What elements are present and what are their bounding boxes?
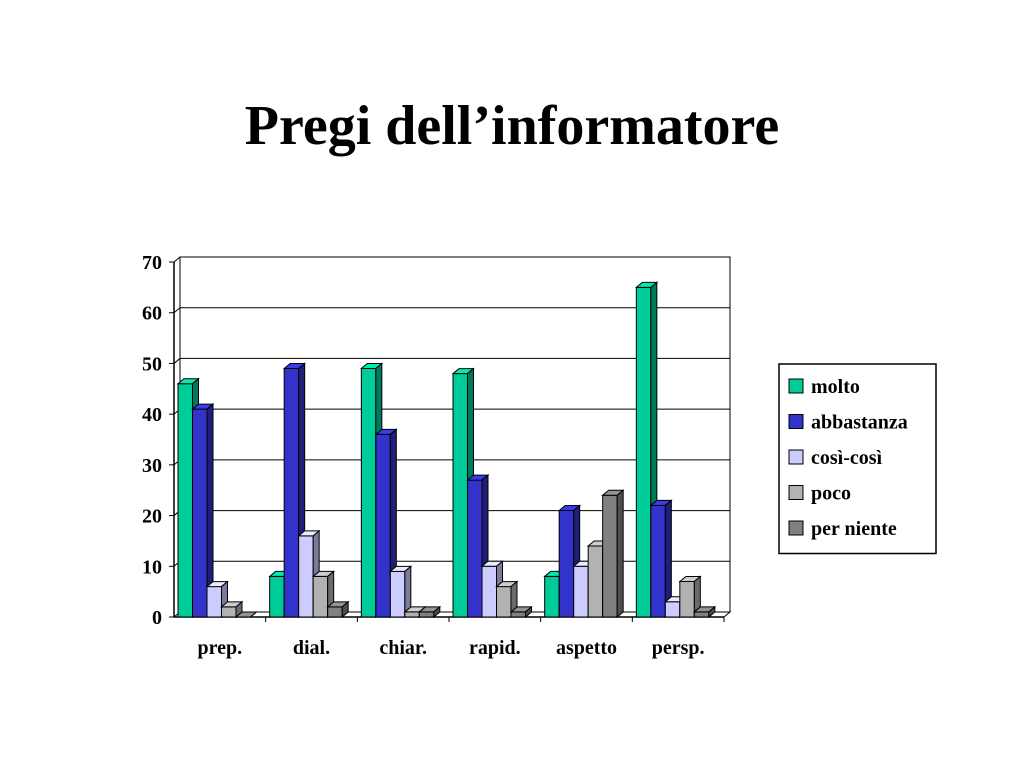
legend-swatch (788, 414, 804, 429)
bar-front (192, 408, 208, 618)
bar-front (389, 570, 406, 618)
y-tick-label: 60 (142, 303, 162, 325)
bar-front (206, 586, 222, 618)
x-tick-label: prep. (198, 637, 243, 659)
bar-front (269, 575, 285, 618)
bar-side (616, 489, 624, 619)
bar-front (360, 368, 377, 618)
chart-bars (176, 281, 717, 619)
gridline-depth (173, 256, 181, 263)
bar-front (404, 611, 420, 618)
legend-label: molto (811, 376, 860, 398)
bar-side (433, 605, 441, 619)
bar (692, 605, 717, 619)
bar-front (679, 581, 695, 618)
x-tick-label: rapid. (469, 637, 521, 659)
bar-front (481, 565, 497, 618)
bar-front (177, 383, 193, 618)
bar-side (708, 605, 716, 619)
bar-front (544, 575, 560, 618)
bar-front (558, 510, 575, 618)
legend-swatch (788, 485, 804, 500)
bar (601, 489, 625, 619)
legend-label: poco (811, 483, 851, 505)
legend-box (778, 363, 937, 555)
bar-front (573, 565, 589, 618)
bar-front (635, 286, 652, 618)
bar-side (341, 600, 349, 619)
bar-front (650, 504, 666, 618)
bar-side (525, 605, 532, 619)
chart-labels: 0 10 20 30 40 50 60 70 prep. dial. chiar. rapid. asp… (142, 252, 705, 659)
bar-front (418, 611, 435, 618)
bar-front (298, 535, 314, 618)
x-tick-label: persp. (652, 637, 705, 659)
x-tick-label: dial. (293, 637, 330, 659)
legend-swatch (788, 449, 804, 465)
bar (678, 575, 702, 619)
y-tick-label: 20 (142, 506, 162, 528)
bar-front (664, 601, 681, 618)
bar-front (693, 611, 710, 618)
x-tick-label: chiar. (379, 637, 427, 659)
gridline-depth (173, 358, 181, 364)
x-tick-label: aspetto (556, 637, 617, 659)
bar-front (602, 494, 618, 618)
bar-front (467, 479, 483, 618)
bar-front (327, 606, 343, 618)
y-tick-label: 50 (142, 353, 162, 375)
y-tick-label: 10 (142, 556, 162, 578)
legend-swatch (788, 520, 804, 536)
bar-front (221, 606, 237, 618)
y-tick-label: 70 (142, 252, 162, 274)
slide-title: Pregi dell’informatore (244, 95, 780, 157)
bar-front (375, 433, 391, 618)
bar (509, 605, 533, 619)
bar (220, 600, 244, 619)
bar-front (312, 575, 329, 618)
legend-swatch (788, 378, 804, 394)
bar-side (250, 611, 257, 618)
bar-front (510, 611, 526, 618)
y-tick-label: 0 (152, 607, 162, 629)
bar-front (496, 586, 512, 618)
chart-legend: molto abbastanza così-così poco per niente (778, 363, 937, 555)
bar-front (452, 373, 468, 618)
gridline-depth (173, 307, 181, 314)
y-tick-label: 30 (142, 455, 162, 477)
legend-label: abbastanza (811, 412, 908, 434)
bar (326, 600, 350, 619)
bar (234, 611, 258, 618)
y-tick-label: 40 (142, 404, 162, 426)
legend-label: per niente (811, 518, 897, 540)
bar (417, 605, 442, 619)
bar-front (587, 545, 604, 618)
bar-front (283, 368, 300, 618)
legend-label: così-così (811, 447, 883, 469)
